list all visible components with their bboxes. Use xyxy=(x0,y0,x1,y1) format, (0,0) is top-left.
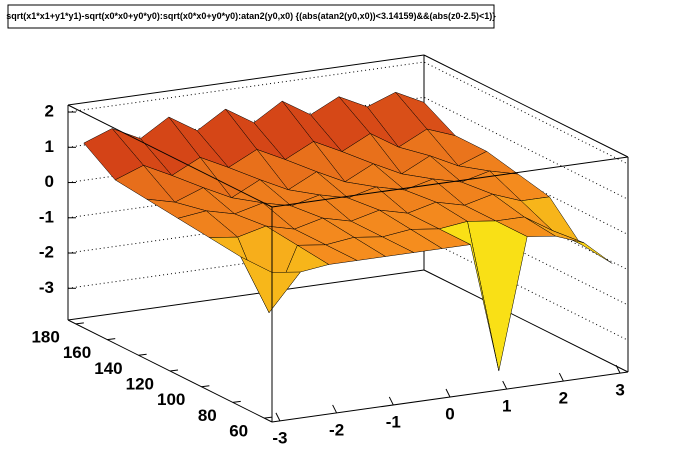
x-tick-label: -3 xyxy=(272,428,287,447)
z-tick-label: -1 xyxy=(39,207,54,226)
x-tick xyxy=(388,396,394,406)
z-tick-label: 1 xyxy=(45,137,54,156)
y-tick xyxy=(107,338,116,341)
z-tick-label: -2 xyxy=(39,243,54,262)
x-tick-label: 0 xyxy=(445,404,454,423)
x-tick-label: 3 xyxy=(615,381,624,400)
y-tick xyxy=(75,322,84,325)
box-edge xyxy=(271,156,629,208)
y-tick-label: 100 xyxy=(157,390,185,409)
box-edge xyxy=(67,269,425,321)
y-tick xyxy=(138,353,147,356)
y-tick xyxy=(264,416,273,419)
box-edge xyxy=(423,269,629,373)
y-tick-label: 160 xyxy=(63,343,91,362)
y-tick-label: 80 xyxy=(198,406,217,425)
x-tick-label: 2 xyxy=(559,389,568,408)
x-tick xyxy=(502,380,508,390)
z-tick-label: -3 xyxy=(39,278,54,297)
y-tick-label: 60 xyxy=(229,422,248,441)
x-tick-label: -1 xyxy=(386,412,401,431)
x-tick xyxy=(558,372,564,382)
y-tick-label: 120 xyxy=(126,374,154,393)
x-tick xyxy=(445,388,451,398)
y-tick xyxy=(169,369,179,372)
title-box xyxy=(7,4,495,29)
x-tick xyxy=(615,364,621,374)
y-tick-label: 180 xyxy=(31,327,59,346)
y-tick xyxy=(201,385,210,388)
chart-title: sqrt(x1*x1+y1*y1)-sqrt(x0*x0+y0*y0):sqrt… xyxy=(6,11,496,21)
y-tick xyxy=(232,400,241,403)
y-tick-label: 140 xyxy=(94,359,122,378)
surface-cell xyxy=(240,256,301,314)
z-tick-label: 0 xyxy=(45,172,54,191)
x-tick xyxy=(275,412,281,422)
x-tick xyxy=(332,404,338,414)
box-edge xyxy=(67,104,273,208)
x-tick-label: 1 xyxy=(502,397,511,416)
box-edge xyxy=(67,54,425,106)
z-tick-label: 2 xyxy=(45,102,54,121)
box-edge xyxy=(423,54,629,158)
x-tick-label: -2 xyxy=(329,420,344,439)
